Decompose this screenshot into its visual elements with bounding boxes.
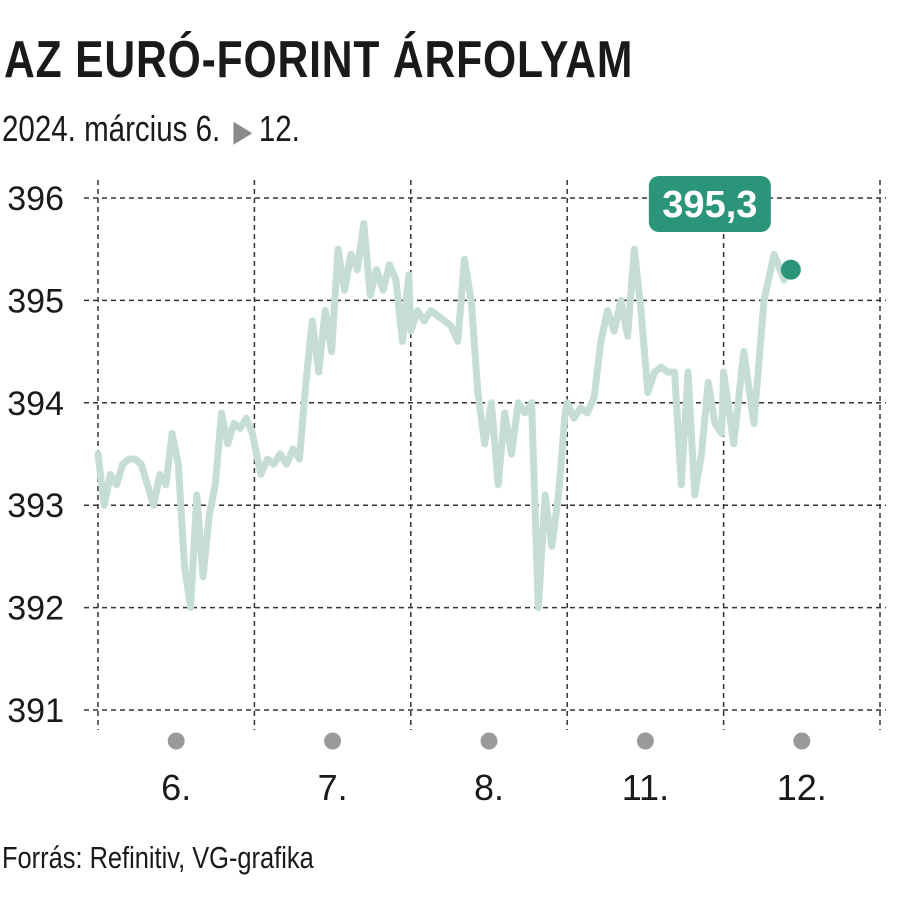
x-tick-label: 6.	[161, 767, 191, 808]
x-tick-label: 7.	[318, 767, 348, 808]
last-value-callout: 395,3	[648, 176, 771, 232]
series-eur-huf	[94, 220, 801, 612]
source-note: Forrás: Refinitiv, VG-grafika	[2, 840, 314, 875]
x-tick-label: 12.	[777, 767, 827, 808]
x-day-dot	[167, 732, 185, 750]
y-tick-label: 392	[7, 590, 64, 628]
date-range-end: 12.	[258, 108, 300, 149]
x-tick-label: 11.	[622, 767, 669, 808]
play-arrow-icon: ▶	[233, 115, 253, 148]
line-chart: 391 392 393 394 395 396 6. 7. 8. 11. 12. 395,3	[7, 176, 886, 808]
x-day-dot	[480, 732, 498, 750]
x-day-dot	[793, 732, 811, 750]
x-day-dot	[324, 732, 342, 750]
y-tick-label: 393	[7, 487, 64, 525]
y-axis: 391 392 393 394 395 396	[7, 180, 64, 730]
y-tick-label: 396	[7, 180, 64, 218]
y-tick-label: 391	[7, 692, 64, 730]
y-tick-label: 394	[7, 385, 64, 423]
callout-value: 395,3	[662, 184, 757, 226]
series-line	[94, 220, 788, 612]
date-range-subtitle: 2024. március 6. ▶ 12.	[2, 108, 300, 150]
chart-title: AZ EURÓ-FORINT ÁRFOLYAM	[4, 31, 634, 89]
date-range-start: 2024. március 6.	[2, 108, 221, 149]
callout-box	[648, 176, 771, 232]
x-axis: 6. 7. 8. 11. 12.	[161, 732, 827, 808]
y-tick-label: 395	[7, 282, 64, 320]
x-day-dot	[636, 732, 654, 750]
grid-lines	[84, 180, 886, 730]
x-tick-label: 8.	[474, 767, 504, 808]
last-value-dot	[780, 259, 801, 280]
